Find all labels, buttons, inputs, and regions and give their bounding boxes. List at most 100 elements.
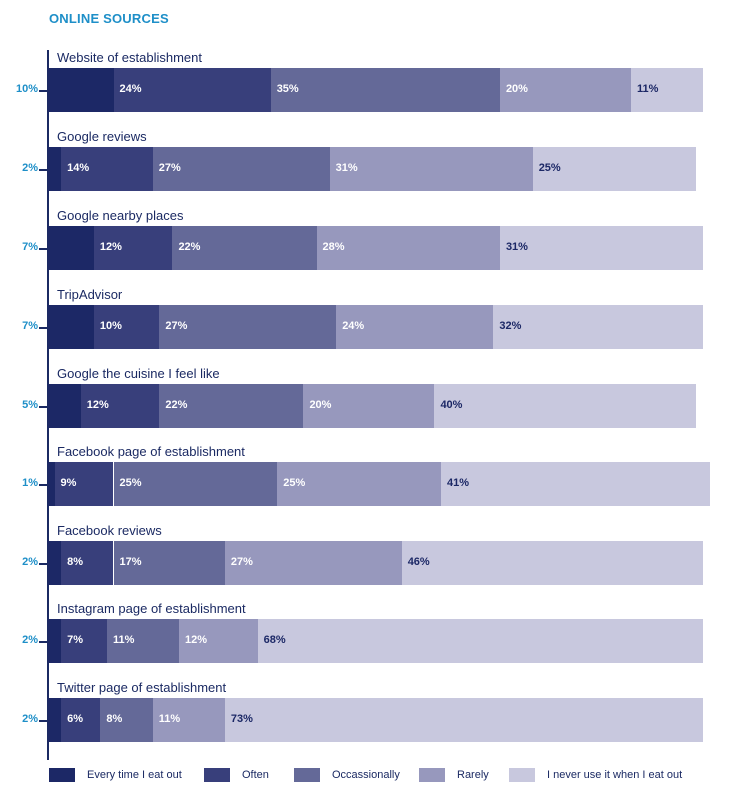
bar-segment <box>277 462 441 506</box>
bar-segment <box>441 462 710 506</box>
bar-segment <box>270 68 500 112</box>
bar-segment <box>106 619 179 663</box>
bar-segment <box>224 698 703 742</box>
legend-label: Rarely <box>457 769 489 781</box>
data-label: 73% <box>230 713 253 725</box>
bar-segment <box>336 305 494 349</box>
category-label: Google the cuisine I feel like <box>57 366 220 381</box>
data-label: 25% <box>538 162 561 174</box>
row-tick <box>39 641 47 643</box>
bar-segment <box>113 462 278 506</box>
data-label: 25% <box>283 477 306 489</box>
legend-swatch <box>509 768 535 782</box>
data-label: 5% <box>22 399 38 411</box>
data-label: 11% <box>158 713 181 725</box>
bar-segment <box>100 698 153 742</box>
category-label: Instagram page of establishment <box>57 601 246 616</box>
bar-segment <box>48 305 94 349</box>
bar-segment <box>224 541 402 585</box>
bar-segment <box>48 462 55 506</box>
data-label: 11% <box>636 83 659 95</box>
data-label: 22% <box>178 241 201 253</box>
row-tick <box>39 327 47 329</box>
bar-segment <box>316 226 500 270</box>
data-label: 14% <box>67 162 90 174</box>
legend-swatch <box>294 768 320 782</box>
bar-segment <box>499 68 631 112</box>
data-label: 28% <box>322 241 345 253</box>
chart-title: ONLINE SOURCES <box>49 11 169 26</box>
data-label: 12% <box>185 634 208 646</box>
data-label: 17% <box>119 556 142 568</box>
row-tick <box>39 169 47 171</box>
legend: Every time I eat out Often Occassionally Ra… <box>49 768 729 788</box>
row-tick <box>39 90 47 92</box>
data-label: 40% <box>440 399 463 411</box>
legend-item: I never use it when I eat out <box>509 768 682 782</box>
data-label: 41% <box>447 477 470 489</box>
bar-segment <box>159 384 304 428</box>
legend-label: I never use it when I eat out <box>547 769 683 781</box>
bar-segment <box>329 147 533 191</box>
data-label: 31% <box>335 162 358 174</box>
bar-segment <box>159 305 337 349</box>
data-label: 2% <box>22 162 38 174</box>
data-label: 31% <box>505 241 528 253</box>
bar-segment <box>172 226 317 270</box>
data-label: 1% <box>22 477 38 489</box>
data-label: 12% <box>99 241 122 253</box>
bar-segment <box>48 147 62 191</box>
legend-label: Every time I eat out <box>87 769 182 781</box>
bar-segment <box>630 68 703 112</box>
bar-segment <box>152 698 225 742</box>
row-tick <box>39 563 47 565</box>
data-label: 22% <box>165 399 188 411</box>
data-label: 2% <box>22 634 38 646</box>
data-label: 20% <box>505 83 528 95</box>
bar-segment <box>48 384 81 428</box>
row-tick <box>39 720 47 722</box>
legend-swatch <box>419 768 445 782</box>
data-label: 68% <box>263 634 286 646</box>
data-label: 27% <box>230 556 253 568</box>
data-label: 20% <box>309 399 332 411</box>
data-label: 7% <box>67 634 83 646</box>
category-label: Google nearby places <box>57 208 184 223</box>
category-label: Twitter page of establishment <box>57 680 227 695</box>
category-label: Facebook page of establishment <box>57 444 245 459</box>
data-label: 25% <box>119 477 142 489</box>
bar-segment <box>61 619 107 663</box>
bar-segment <box>532 147 697 191</box>
data-label: 9% <box>60 477 77 489</box>
data-label: 8% <box>106 713 123 725</box>
legend-label: Often <box>242 769 269 781</box>
bar-segment <box>113 541 225 585</box>
legend-item: Occassionally <box>294 768 400 782</box>
legend-item: Often <box>204 768 269 782</box>
bar-segment <box>48 698 62 742</box>
data-label: 7% <box>22 320 38 332</box>
bar-segment <box>93 226 173 270</box>
data-label: 27% <box>165 320 188 332</box>
row-tick <box>39 248 47 250</box>
bar-segment <box>54 462 114 506</box>
data-label: 24% <box>342 320 365 332</box>
legend-swatch <box>204 768 230 782</box>
bar-segment <box>61 147 153 191</box>
category-label: TripAdvisor <box>57 287 123 302</box>
bar-segment <box>113 68 271 112</box>
bar-segment <box>61 698 101 742</box>
data-label: 6% <box>67 713 83 725</box>
category-label: Google reviews <box>57 129 147 144</box>
data-label: 32% <box>499 320 522 332</box>
bar-segment <box>499 226 703 270</box>
category-label: Facebook reviews <box>57 523 162 538</box>
data-label: 2% <box>22 713 38 725</box>
data-label: 46% <box>407 556 430 568</box>
data-label: 24% <box>119 83 142 95</box>
row-tick <box>39 406 47 408</box>
bar-segment <box>179 619 258 663</box>
category-label: Website of establishment <box>57 50 202 65</box>
bar-segment <box>48 226 94 270</box>
